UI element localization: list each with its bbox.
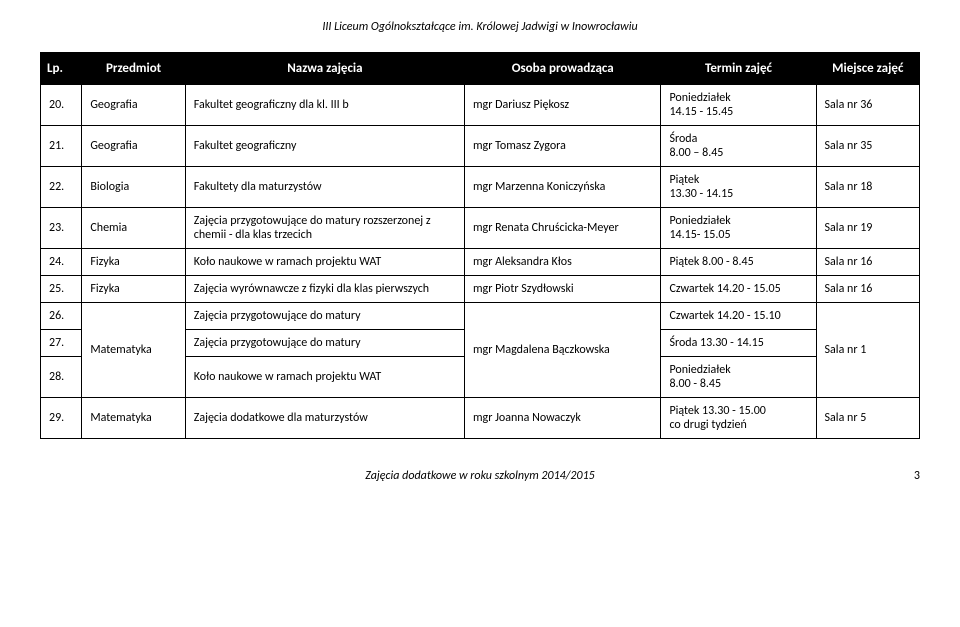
- cell-subject: Biologia: [82, 167, 185, 208]
- cell-person: mgr Magdalena Bączkowska: [464, 303, 660, 398]
- table-body: 20.GeografiaFakultet geograficzny dla kl…: [41, 85, 920, 439]
- table-row: 24.FizykaKoło naukowe w ramach projektu …: [41, 249, 920, 276]
- cell-name: Zajęcia przygotowujące do matury: [185, 330, 464, 357]
- cell-name: Fakultet geograficzny: [185, 126, 464, 167]
- cell-name: Zajęcia przygotowujące do matury: [185, 303, 464, 330]
- cell-term: Czwartek 14.20 - 15.05: [661, 276, 816, 303]
- cell-lp: 25.: [41, 276, 82, 303]
- cell-term: Poniedziałek 14.15 - 15.45: [661, 85, 816, 126]
- col-name: Nazwa zajęcia: [185, 53, 464, 85]
- cell-lp: 23.: [41, 208, 82, 249]
- cell-term: Piątek 13.30 - 14.15: [661, 167, 816, 208]
- cell-place: Sala nr 1: [816, 303, 919, 398]
- table-row: 29.MatematykaZajęcia dodatkowe dla matur…: [41, 398, 920, 439]
- col-person: Osoba prowadząca: [464, 53, 660, 85]
- cell-name: Zajęcia wyrównawcze z fizyki dla klas pi…: [185, 276, 464, 303]
- cell-person: mgr Joanna Nowaczyk: [464, 398, 660, 439]
- cell-lp: 22.: [41, 167, 82, 208]
- table-row: 20.GeografiaFakultet geograficzny dla kl…: [41, 85, 920, 126]
- cell-place: Sala nr 5: [816, 398, 919, 439]
- cell-place: Sala nr 36: [816, 85, 919, 126]
- cell-place: Sala nr 35: [816, 126, 919, 167]
- col-term: Termin zajęć: [661, 53, 816, 85]
- cell-place: Sala nr 16: [816, 276, 919, 303]
- page-footer: Zajęcia dodatkowe w roku szkolnym 2014/2…: [40, 469, 920, 483]
- cell-term: Piątek 8.00 - 8.45: [661, 249, 816, 276]
- table-header-row: Lp. Przedmiot Nazwa zajęcia Osoba prowad…: [41, 53, 920, 85]
- cell-name: Koło naukowe w ramach projektu WAT: [185, 249, 464, 276]
- cell-subject: Fizyka: [82, 249, 185, 276]
- cell-name: Zajęcia przygotowujące do matury rozszer…: [185, 208, 464, 249]
- cell-term: Poniedziałek 8.00 - 8.45: [661, 357, 816, 398]
- cell-subject: Matematyka: [82, 303, 185, 398]
- cell-subject: Matematyka: [82, 398, 185, 439]
- table-row: 25.FizykaZajęcia wyrównawcze z fizyki dl…: [41, 276, 920, 303]
- table-row: 23.ChemiaZajęcia przygotowujące do matur…: [41, 208, 920, 249]
- cell-name: Fakultet geograficzny dla kl. III b: [185, 85, 464, 126]
- cell-place: Sala nr 16: [816, 249, 919, 276]
- page-number: 3: [914, 469, 920, 483]
- cell-name: Fakultety dla maturzystów: [185, 167, 464, 208]
- cell-name: Zajęcia dodatkowe dla maturzystów: [185, 398, 464, 439]
- page-header: III Liceum Ogólnokształcące im. Królowej…: [40, 20, 920, 34]
- schedule-table: Lp. Przedmiot Nazwa zajęcia Osoba prowad…: [40, 52, 920, 439]
- cell-person: mgr Marzenna Koniczyńska: [464, 167, 660, 208]
- document-page: III Liceum Ogólnokształcące im. Królowej…: [0, 0, 960, 503]
- cell-person: mgr Tomasz Zygora: [464, 126, 660, 167]
- cell-subject: Geografia: [82, 126, 185, 167]
- cell-place: Sala nr 18: [816, 167, 919, 208]
- cell-term: Poniedziałek 14.15- 15.05: [661, 208, 816, 249]
- cell-person: mgr Renata Chruścicka-Meyer: [464, 208, 660, 249]
- cell-lp: 24.: [41, 249, 82, 276]
- cell-person: mgr Dariusz Piękosz: [464, 85, 660, 126]
- cell-place: Sala nr 19: [816, 208, 919, 249]
- cell-subject: Chemia: [82, 208, 185, 249]
- col-place: Miejsce zajęć: [816, 53, 919, 85]
- table-row: 22.BiologiaFakultety dla maturzystówmgr …: [41, 167, 920, 208]
- cell-person: mgr Piotr Szydłowski: [464, 276, 660, 303]
- cell-lp: 29.: [41, 398, 82, 439]
- table-row: 21.GeografiaFakultet geograficznymgr Tom…: [41, 126, 920, 167]
- col-subject: Przedmiot: [82, 53, 185, 85]
- cell-person: mgr Aleksandra Kłos: [464, 249, 660, 276]
- cell-lp: 28.: [41, 357, 82, 398]
- cell-lp: 26.: [41, 303, 82, 330]
- cell-lp: 20.: [41, 85, 82, 126]
- cell-term: Środa 13.30 - 14.15: [661, 330, 816, 357]
- cell-term: Środa 8.00 – 8.45: [661, 126, 816, 167]
- cell-subject: Fizyka: [82, 276, 185, 303]
- cell-lp: 27.: [41, 330, 82, 357]
- cell-term: Czwartek 14.20 - 15.10: [661, 303, 816, 330]
- footer-text: Zajęcia dodatkowe w roku szkolnym 2014/2…: [365, 469, 595, 483]
- col-lp: Lp.: [41, 53, 82, 85]
- cell-subject: Geografia: [82, 85, 185, 126]
- cell-lp: 21.: [41, 126, 82, 167]
- cell-term: Piątek 13.30 - 15.00 co drugi tydzień: [661, 398, 816, 439]
- table-row: 26.MatematykaZajęcia przygotowujące do m…: [41, 303, 920, 330]
- cell-name: Koło naukowe w ramach projektu WAT: [185, 357, 464, 398]
